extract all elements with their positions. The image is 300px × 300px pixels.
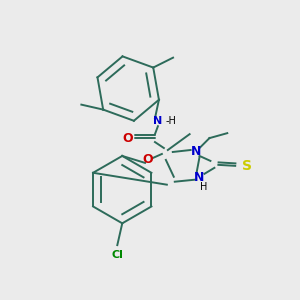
Text: N: N: [190, 146, 201, 158]
Text: H: H: [200, 182, 207, 192]
Text: O: O: [143, 153, 153, 167]
Text: N: N: [153, 116, 163, 126]
Text: N: N: [194, 171, 205, 184]
Text: -H: -H: [166, 116, 177, 126]
Text: O: O: [122, 132, 133, 145]
Text: Cl: Cl: [111, 250, 123, 260]
Text: S: S: [242, 159, 252, 173]
